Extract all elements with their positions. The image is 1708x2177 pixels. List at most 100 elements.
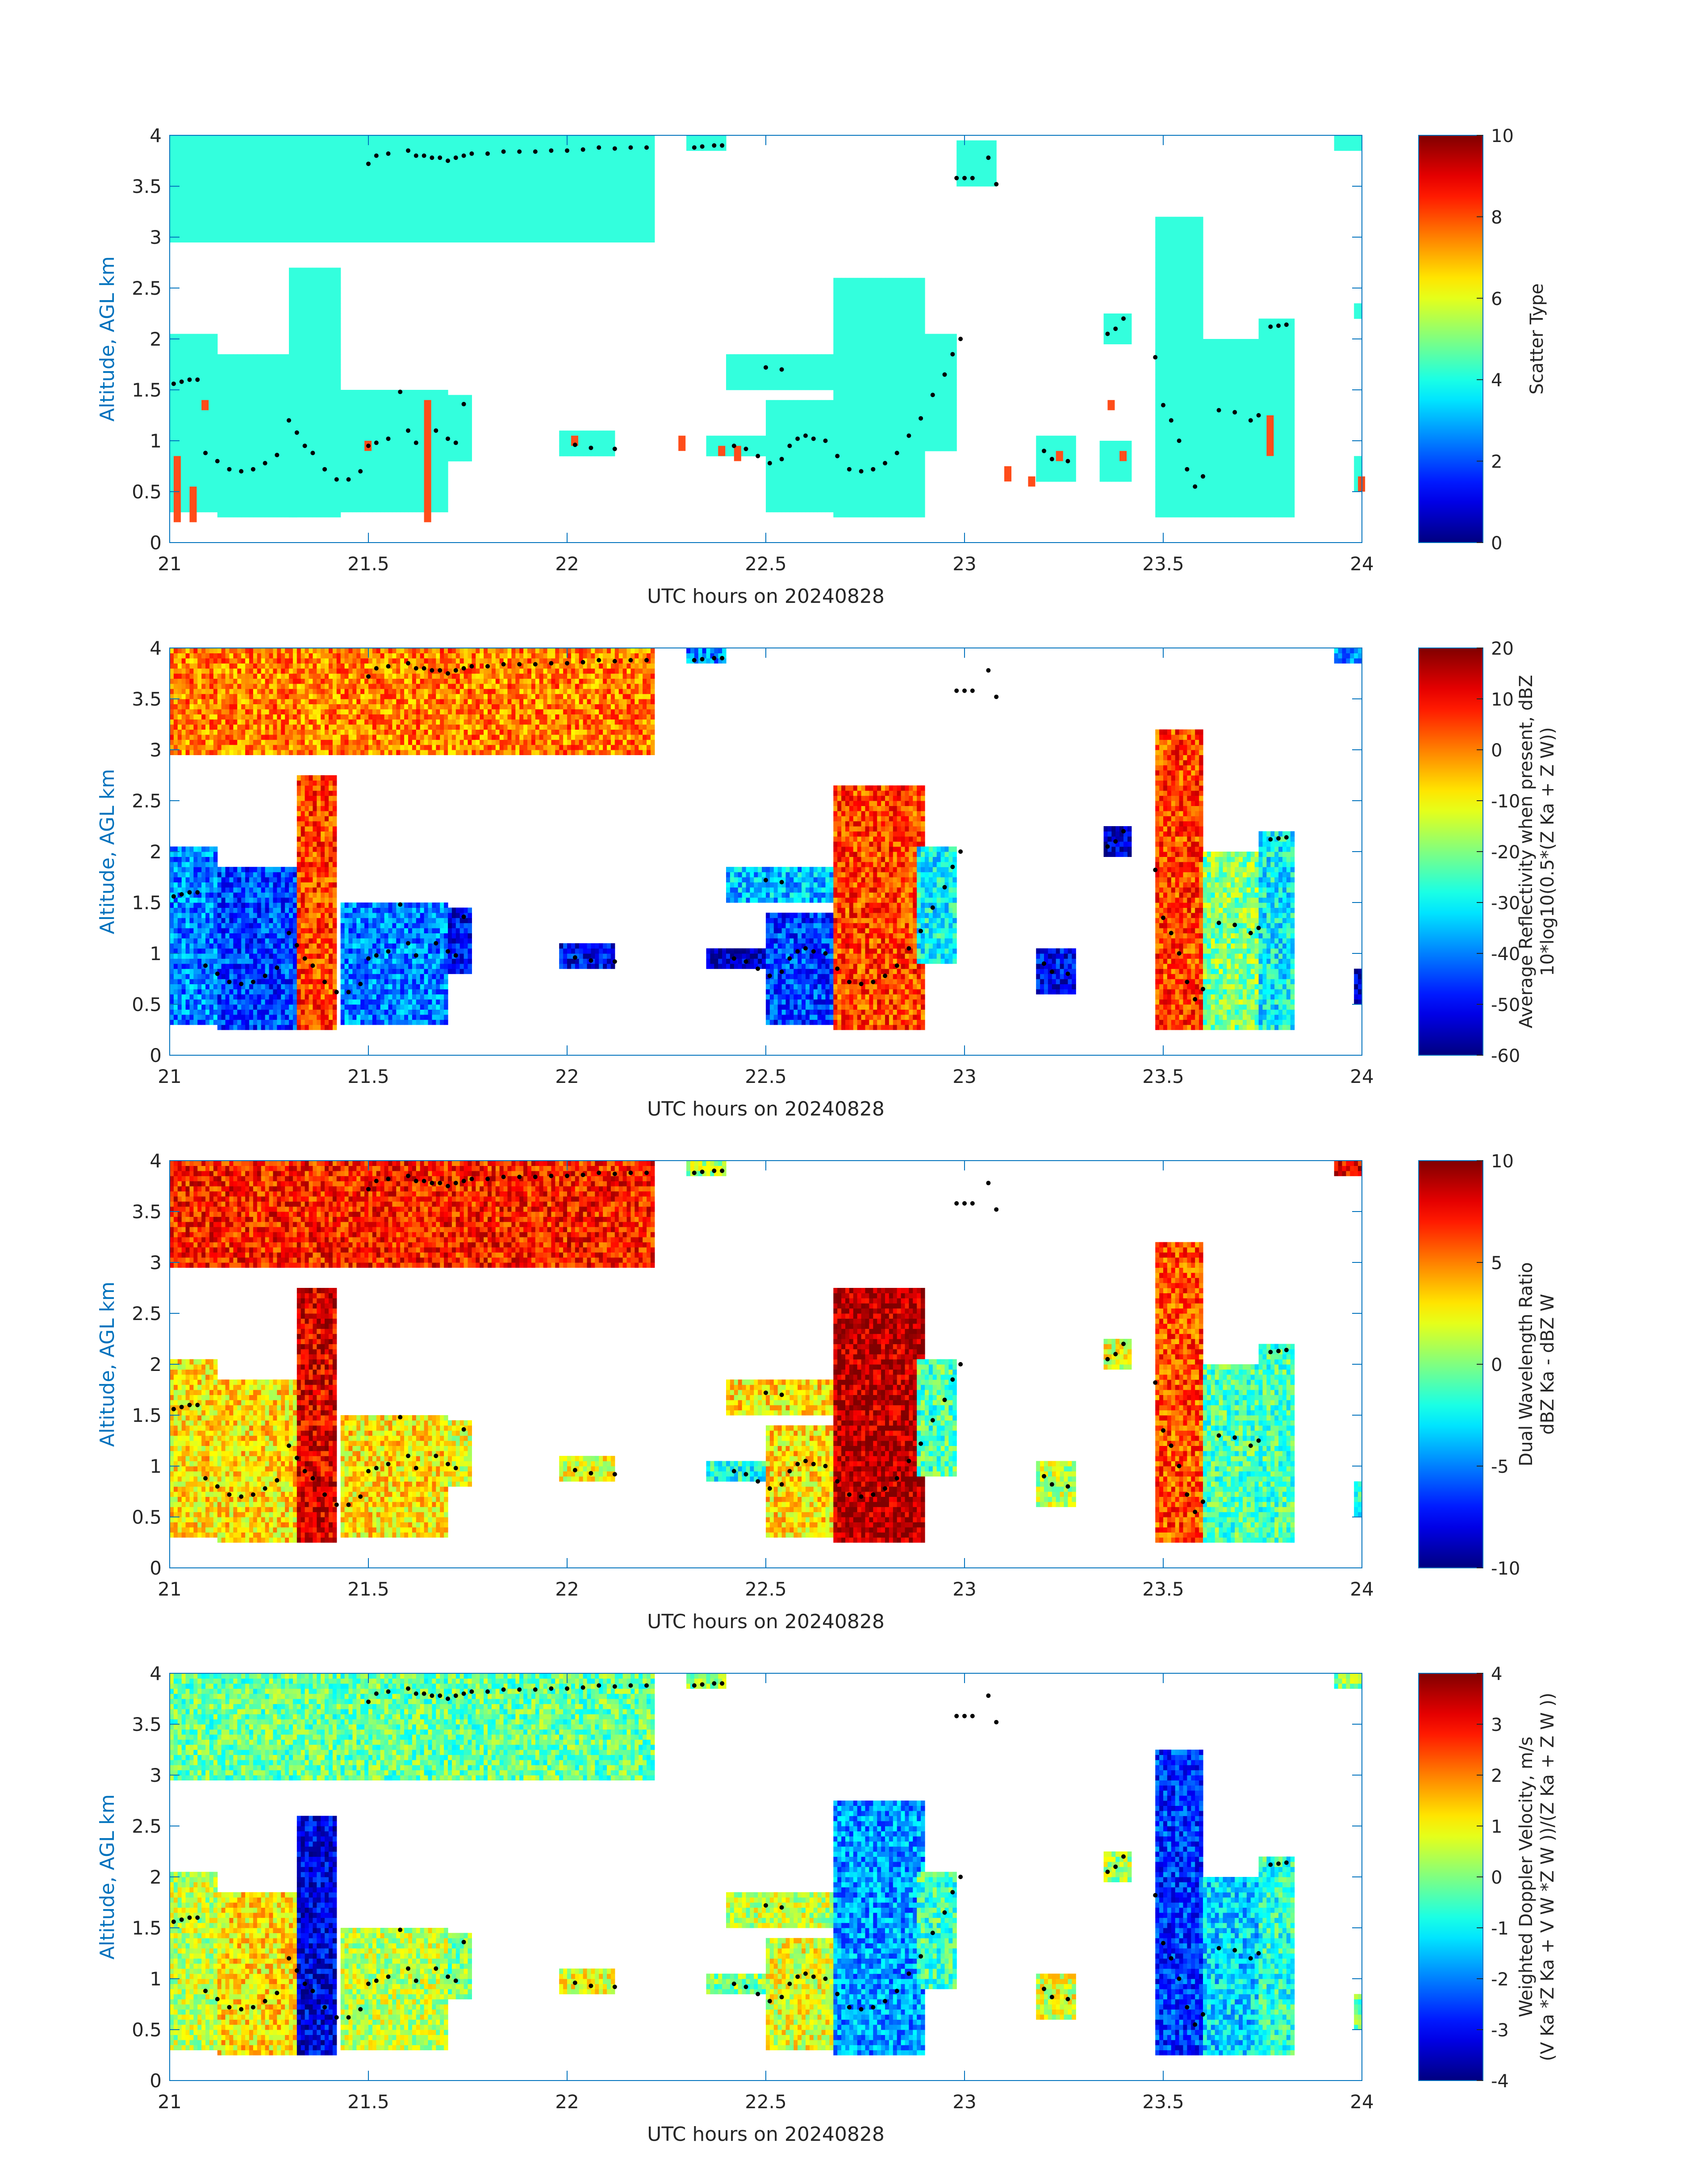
data-cell — [341, 196, 345, 202]
data-cell — [217, 502, 222, 507]
data-cell — [273, 181, 277, 187]
data-cell — [623, 227, 627, 232]
data-cell — [293, 146, 297, 151]
data-cell — [309, 487, 313, 492]
data-cell — [325, 237, 329, 242]
data-cell — [245, 217, 250, 222]
data-cell — [404, 186, 409, 192]
data-cell — [305, 426, 309, 431]
data-cell — [233, 171, 238, 176]
data-cell — [551, 171, 555, 176]
data-cell — [209, 446, 214, 451]
data-cell — [563, 227, 568, 232]
data-cell — [313, 196, 317, 202]
data-cell — [317, 176, 321, 181]
data-cell — [233, 471, 238, 476]
data-cell — [233, 461, 238, 467]
data-cell — [380, 227, 385, 232]
data-cell — [523, 212, 528, 217]
data-cell — [345, 232, 349, 238]
data-cell — [329, 191, 333, 196]
data-cell — [432, 161, 436, 166]
data-cell — [372, 207, 377, 212]
data-cell — [241, 161, 246, 166]
data-cell — [543, 181, 548, 187]
data-cell — [230, 512, 234, 518]
data-cell — [217, 476, 222, 482]
data-cell — [309, 456, 313, 461]
data-cell — [301, 156, 305, 161]
data-cell — [249, 150, 254, 156]
data-cell — [273, 487, 277, 492]
data-cell — [293, 487, 297, 492]
data-cell — [209, 146, 214, 151]
data-cell — [376, 196, 381, 202]
data-cell — [472, 186, 476, 192]
data-cell — [197, 191, 202, 196]
data-cell — [241, 156, 246, 161]
data-cell — [297, 217, 301, 222]
data-cell — [237, 156, 242, 161]
data-cell — [205, 349, 210, 355]
data-cell — [261, 217, 266, 222]
data-cell — [170, 146, 174, 151]
data-cell — [253, 146, 258, 151]
data-cell — [488, 135, 492, 141]
data-cell — [293, 354, 297, 359]
data-cell — [261, 481, 266, 487]
data-cell — [230, 364, 234, 370]
data-cell — [230, 359, 234, 365]
data-cell — [257, 166, 262, 171]
data-cell — [269, 436, 274, 441]
data-cell — [209, 466, 214, 472]
data-cell — [317, 196, 321, 202]
data-cell — [337, 191, 341, 196]
data-cell — [221, 507, 226, 512]
data-cell — [496, 196, 500, 202]
data-cell — [245, 150, 250, 156]
data-cell — [297, 171, 301, 176]
data-cell — [265, 410, 270, 416]
data-cell — [456, 176, 460, 181]
data-cell — [209, 380, 214, 385]
data-cell — [186, 140, 190, 146]
data-cell — [452, 140, 456, 146]
data-cell — [285, 201, 289, 207]
data-cell — [261, 369, 266, 375]
data-cell — [269, 481, 274, 487]
data-cell — [500, 156, 504, 161]
data-cell — [257, 176, 262, 181]
data-cell — [170, 502, 174, 507]
data-cell — [205, 487, 210, 492]
data-cell — [364, 207, 369, 212]
data-cell — [651, 156, 655, 161]
data-cell — [301, 436, 305, 441]
data-cell — [547, 207, 552, 212]
data-cell — [567, 201, 572, 207]
data-cell — [508, 135, 512, 141]
data-cell — [400, 207, 405, 212]
data-cell — [241, 166, 246, 171]
data-cell — [424, 191, 429, 196]
data-cell — [412, 140, 417, 146]
data-cell — [261, 166, 266, 171]
data-cell — [611, 212, 615, 217]
data-cell — [519, 201, 524, 207]
data-cell — [281, 359, 285, 365]
data-cell — [249, 207, 254, 212]
data-cell — [297, 232, 301, 238]
data-cell — [257, 497, 262, 502]
data-cell — [237, 191, 242, 196]
data-cell — [468, 196, 472, 202]
data-cell — [289, 288, 293, 293]
data-cell — [444, 201, 448, 207]
data-cell — [293, 237, 297, 242]
data-cell — [293, 359, 297, 365]
data-cell — [182, 349, 186, 355]
data-cell — [182, 344, 186, 349]
data-cell — [178, 334, 182, 339]
data-cell — [190, 481, 194, 487]
data-cell — [285, 487, 289, 492]
data-cell — [178, 212, 182, 217]
data-cell — [611, 140, 615, 146]
